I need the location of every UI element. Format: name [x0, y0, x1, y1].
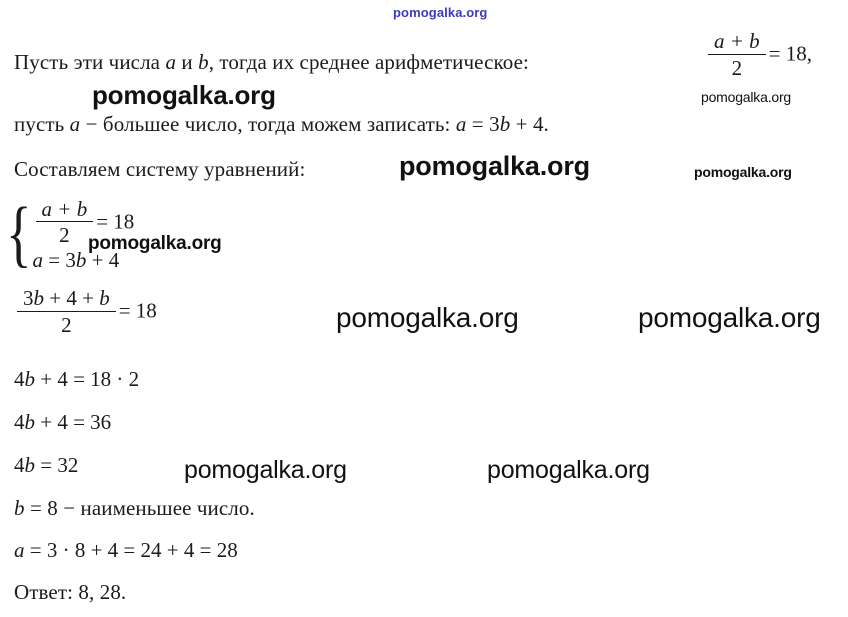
solution-line-1: Пусть эти числа a и b, тогда их среднее …	[14, 50, 529, 75]
step5-rest: = 3 · 8 + 4 = 24 + 4 = 28	[24, 538, 238, 562]
step5-var-a: a	[14, 538, 25, 562]
fraction-a-plus-b-over-2: a + b 2	[708, 30, 766, 80]
line1-variable-a: a	[165, 50, 177, 74]
step-equation-4: b = 8 − наименьшее число.	[14, 496, 255, 521]
fraction-numerator: a + b	[714, 29, 760, 53]
step2-lhs: 4	[14, 410, 25, 434]
line2-text: − большее число, тогда можем записать:	[80, 112, 456, 136]
step1-rest: + 4 = 18 · 2	[35, 367, 140, 391]
system-fraction-denominator: 2	[59, 223, 70, 248]
system-row-2: a = 3b + 4	[33, 248, 135, 271]
eqfrac-numerator: 3b + 4 + b	[23, 286, 110, 310]
line2-equation-a: a	[455, 112, 467, 136]
step1-lhs: 4	[14, 367, 25, 391]
watermark-line1-left: pomogalka.org	[92, 80, 276, 110]
system-rows: a + b 2 = 18 a = 3b + 4	[33, 196, 135, 272]
top-watermark: pomogalka.org	[393, 5, 488, 20]
fraction-3b4b-over-2: 3b + 4 + b 2	[17, 287, 116, 337]
fraction-bar	[708, 53, 766, 55]
watermark-low-right: pomogalka.org	[487, 456, 650, 484]
line1-text-mid: и	[176, 50, 199, 74]
eqfrac-denominator: 2	[61, 312, 72, 337]
left-curly-brace: {	[5, 193, 32, 276]
line2-variable-a: a	[69, 112, 81, 136]
system-of-equations: { a + b 2 = 18 a = 3b + 4	[2, 192, 134, 278]
system-row-2-var-b: b	[75, 248, 87, 273]
line2-lead: пусть	[14, 112, 70, 136]
system-fraction-bar	[35, 221, 94, 223]
step3-lhs: 4	[14, 453, 25, 477]
line1-text-part2: , тогда их среднее арифметическое:	[208, 50, 529, 74]
watermark-line3-inline: pomogalka.org	[399, 151, 590, 181]
line2-equation-b: b	[499, 112, 511, 136]
system-row-2-var-a: a	[32, 248, 44, 273]
watermark-mid-right: pomogalka.org	[638, 302, 821, 333]
system-row-1-rhs: = 18	[96, 209, 135, 234]
system-fraction-numerator: a + b	[41, 196, 88, 221]
line1-result: = 18,	[768, 41, 813, 66]
system-fraction: a + b 2	[35, 196, 94, 248]
solution-line-2: пусть a − большее число, тогда можем зап…	[14, 112, 549, 137]
eqfrac-bar	[17, 310, 116, 312]
line1-text-part1: Пусть эти числа	[14, 50, 166, 74]
line1-variable-b: b	[198, 50, 209, 74]
step4-rest: = 8 − наименьшее число.	[24, 496, 255, 520]
system-row-1: a + b 2 = 18	[33, 196, 135, 249]
line1-fraction-group: a + b 2 = 18,	[705, 30, 813, 81]
fraction-denominator: 2	[731, 55, 743, 80]
watermark-fraction-small: pomogalka.org	[701, 89, 792, 105]
system-row-2-tail: + 4	[86, 248, 120, 273]
watermark-mid-left: pomogalka.org	[336, 302, 519, 333]
step3-rest: = 32	[35, 453, 79, 477]
answer-line: Ответ: 8, 28.	[14, 580, 127, 604]
solution-line-3: Составляем систему уравнений:	[14, 157, 306, 181]
step-equation-1: 4b + 4 = 18 · 2	[14, 367, 140, 391]
line2-equation-rest: = 3	[466, 112, 500, 136]
line2-equation-tail: + 4.	[510, 112, 549, 136]
watermark-system: pomogalka.org	[88, 233, 222, 254]
equation-fraction-group: 3b + 4 + b 2 = 18	[14, 287, 157, 338]
watermark-low-left: pomogalka.org	[184, 456, 347, 484]
step-equation-2: 4b + 4 = 36	[14, 410, 112, 434]
eqfrac-rhs: = 18	[118, 298, 157, 323]
step-equation-3: 4b = 32	[14, 453, 79, 477]
watermark-line3-right: pomogalka.org	[694, 164, 792, 180]
step-equation-5: a = 3 · 8 + 4 = 24 + 4 = 28	[14, 538, 238, 563]
step2-rest: + 4 = 36	[35, 410, 112, 434]
system-row-2-rest: = 3	[43, 248, 76, 273]
step4-var-b: b	[14, 496, 25, 520]
